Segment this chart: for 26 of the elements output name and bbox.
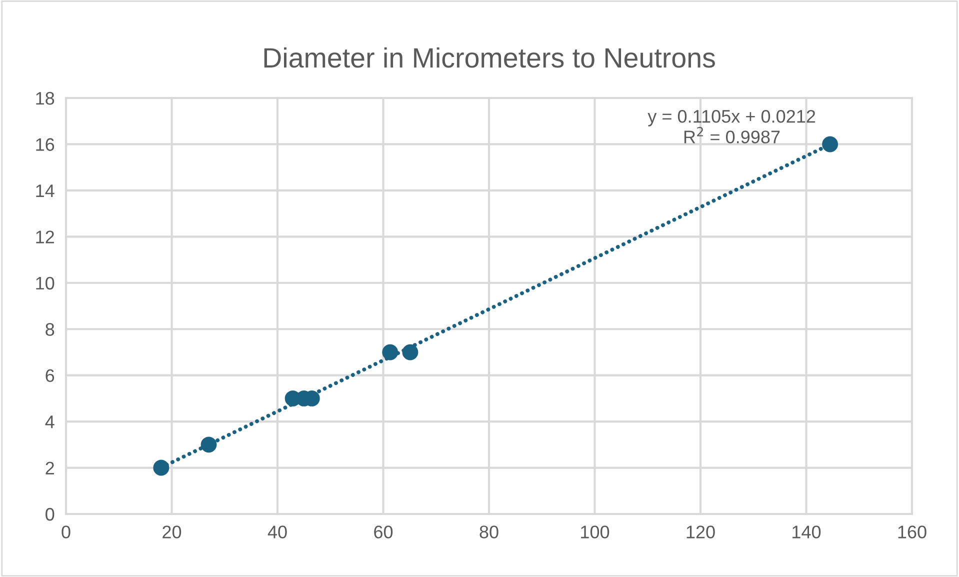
y-tick-label: 16 <box>36 138 54 151</box>
y-tick-label: 2 <box>46 462 54 474</box>
y-tick-label: 12 <box>36 230 54 244</box>
point <box>402 344 418 360</box>
x-tick-label: 40 <box>268 526 287 538</box>
x-tick-label: 60 <box>374 526 393 538</box>
y-tick-label: 4 <box>45 416 54 428</box>
point <box>153 460 170 476</box>
x-tick-label: 140 <box>792 526 821 538</box>
x-tick-label: 160 <box>898 526 926 538</box>
chart-title: Diameter in Micrometers to Neutrons <box>264 47 715 68</box>
y-tick-label: 14 <box>36 184 54 197</box>
annotation: y = 0.1105x + 0.0212 R$^{2}$ = 0.9987 <box>648 110 816 144</box>
point <box>382 344 398 360</box>
y-tick-label: 8 <box>46 323 54 336</box>
x-tick-label: 80 <box>480 526 498 538</box>
y-tick-label: 0 <box>46 508 54 521</box>
x-tick-label: 20 <box>162 526 182 538</box>
point <box>822 136 838 152</box>
x-tick-label: 100 <box>581 526 610 538</box>
x-tick-label: 120 <box>686 526 715 538</box>
y-tick-label: 18 <box>36 92 54 105</box>
x-tick-label: 0 <box>62 526 70 538</box>
y-tick-label: 6 <box>46 369 54 382</box>
y-tick-label: 10 <box>36 276 54 290</box>
point <box>200 436 217 453</box>
